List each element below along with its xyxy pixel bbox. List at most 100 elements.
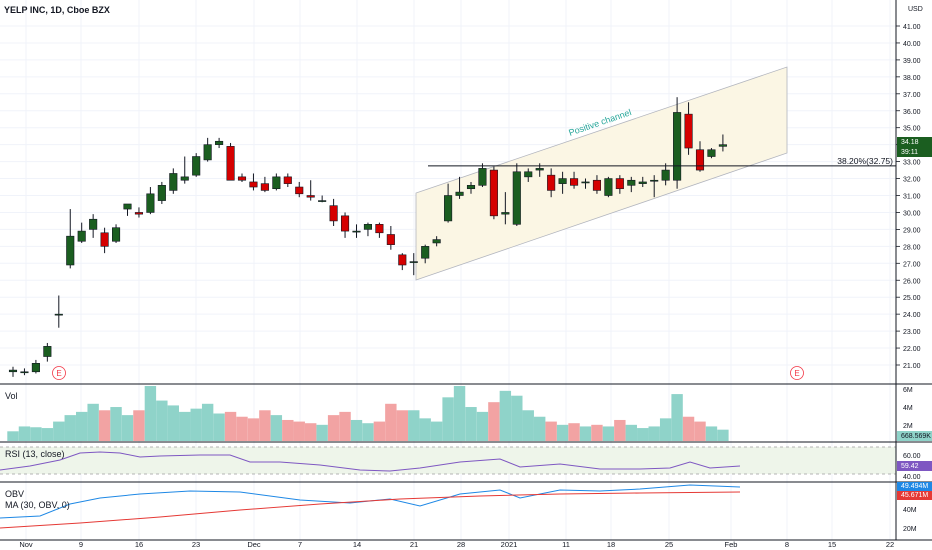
- price-tick-label: 38.00: [903, 75, 921, 82]
- time-tick-label: 21: [410, 540, 418, 549]
- volume-bar: [87, 403, 99, 441]
- candle-body: [650, 179, 659, 182]
- candle-body: [8, 369, 18, 373]
- rsi-tick-label: 60.00: [903, 453, 921, 460]
- last-price-badge: 34.18: [901, 139, 919, 146]
- price-tick-label: 31.00: [903, 194, 921, 201]
- volume-bar: [18, 426, 31, 441]
- candle-body: [535, 168, 544, 171]
- candle-body: [421, 246, 430, 259]
- time-tick-label: Dec: [247, 540, 261, 549]
- volume-bar: [430, 421, 443, 441]
- price-tick-label: 25.00: [903, 295, 921, 302]
- volume-bar: [236, 416, 248, 441]
- volume-bar: [7, 431, 19, 441]
- rsi-pane: [0, 446, 896, 475]
- earnings-marker[interactable]: [52, 366, 66, 380]
- volume-tick-label: 2M: [903, 423, 913, 430]
- candle-body: [329, 205, 338, 222]
- candle-body: [112, 227, 121, 242]
- candle-body: [306, 195, 315, 198]
- volume-bar: [121, 415, 134, 441]
- volume-bar: [327, 415, 340, 441]
- candle-body: [581, 181, 590, 184]
- earnings-marker-text: E: [794, 369, 799, 378]
- price-tick-label: 33.00: [903, 160, 921, 167]
- candle-body: [66, 235, 75, 266]
- positive-channel[interactable]: [415, 66, 788, 281]
- candle-body: [615, 178, 624, 190]
- candle-body: [512, 171, 521, 225]
- volume-tick-label: 4M: [903, 405, 913, 412]
- price-tick-label: 26.00: [903, 278, 921, 285]
- candle-body: [684, 113, 693, 149]
- candle-body: [455, 191, 464, 196]
- price-tick-label: 41.00: [903, 24, 921, 31]
- volume-bar: [110, 407, 122, 441]
- candle-body: [673, 112, 682, 181]
- volume-bar: [682, 416, 695, 441]
- volume-bar: [190, 408, 202, 441]
- candle-body: [478, 168, 487, 186]
- volume-pane: [7, 386, 729, 441]
- price-tick-label: 24.00: [903, 312, 921, 319]
- volume-bar: [396, 410, 408, 441]
- candle-body: [604, 178, 613, 196]
- obv-tick-label: 40M: [903, 507, 917, 514]
- price-tick-label: 30.00: [903, 210, 921, 217]
- volume-bar: [545, 421, 557, 441]
- currency-label: USD: [908, 6, 923, 13]
- volume-label: Vol: [5, 391, 18, 401]
- volume-bar: [671, 394, 683, 441]
- volume-bar: [476, 411, 489, 441]
- time-tick-label: 7: [298, 540, 302, 549]
- volume-bar: [64, 415, 76, 441]
- candle-body: [237, 176, 247, 181]
- candle-body: [707, 149, 716, 157]
- time-tick-label: 11: [562, 540, 570, 549]
- volume-bar: [659, 418, 672, 441]
- volume-bar: [614, 419, 626, 441]
- last-price-badge-bg: [897, 137, 932, 147]
- price-tick-label: 39.00: [903, 58, 921, 65]
- rsi-last-badge: 59.42: [901, 463, 919, 470]
- volume-bar: [167, 405, 179, 441]
- volume-bar: [282, 419, 294, 441]
- candle-body: [31, 363, 40, 373]
- volume-bar: [717, 429, 729, 441]
- volume-bar: [339, 411, 351, 441]
- candle-body: [592, 179, 602, 191]
- volume-bar: [133, 410, 145, 441]
- candle-body: [375, 224, 384, 234]
- candle-body: [180, 176, 189, 181]
- chart-title: YELP INC, 1D, Cboe BZX: [4, 5, 110, 15]
- price-tick-label: 27.00: [903, 261, 921, 268]
- candle-body: [226, 146, 235, 181]
- volume-bar: [511, 395, 523, 441]
- candle-body: [54, 313, 63, 316]
- candle-body: [718, 144, 727, 147]
- rsi-last-badge-bg: [897, 461, 932, 471]
- time-tick-label: 9: [79, 540, 83, 549]
- candle-body: [20, 371, 29, 374]
- candle-body: [192, 156, 201, 176]
- obv-last-badge: 49.494M: [901, 483, 928, 490]
- candle-body: [398, 254, 407, 266]
- candle-body: [661, 169, 670, 181]
- volume-bar: [76, 411, 88, 441]
- time-tick-label: 16: [135, 540, 143, 549]
- candle-body: [146, 193, 155, 213]
- candle-body: [169, 173, 178, 191]
- time-tick-label: 23: [192, 540, 200, 549]
- price-tick-label: 29.00: [903, 227, 921, 234]
- candle-body: [352, 230, 361, 233]
- candle-body: [489, 169, 498, 217]
- candle-body: [340, 215, 350, 232]
- price-tick-label: 40.00: [903, 41, 921, 48]
- volume-last-badge-bg: [897, 431, 932, 441]
- obv-last-badge-bg: [897, 482, 932, 491]
- candle-body: [695, 149, 705, 171]
- earnings-marker[interactable]: [790, 366, 804, 380]
- volume-bar: [213, 413, 225, 441]
